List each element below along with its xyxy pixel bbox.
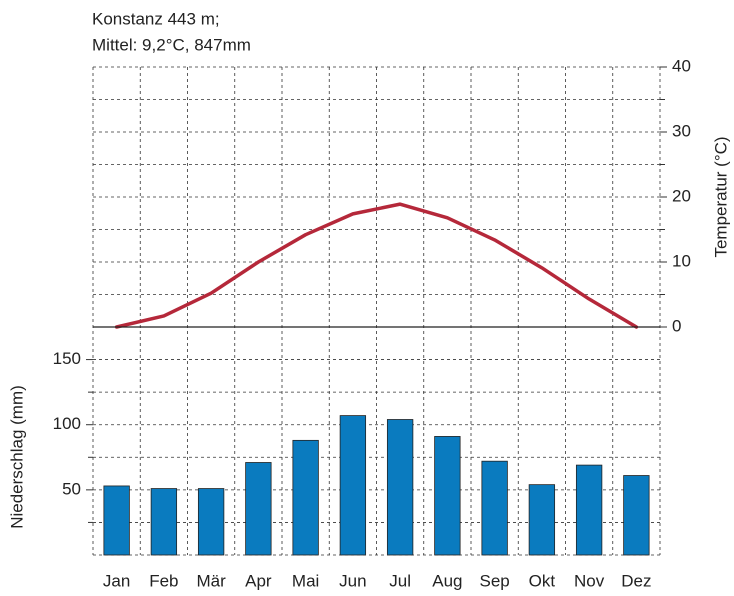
- x-tick-label: Mai: [292, 571, 319, 590]
- x-tick-label: Jan: [103, 571, 130, 590]
- bar: [623, 475, 650, 556]
- bar: [197, 488, 225, 556]
- bar: [245, 462, 272, 556]
- x-tick-label: Okt: [529, 571, 556, 590]
- bar: [481, 460, 508, 556]
- x-tick-label: Feb: [149, 571, 178, 590]
- x-tick-label: Nov: [574, 571, 605, 590]
- bar: [575, 464, 603, 556]
- y-tick-label: 50: [62, 479, 81, 498]
- y2-axis-label: Temperatur (°C): [711, 136, 730, 257]
- x-tick-label: Sep: [480, 571, 510, 590]
- x-tick-label: Apr: [245, 571, 272, 590]
- y2-tick-label: 10: [672, 251, 691, 270]
- chart-subtitle: Mittel: 9,2°C, 847mm: [92, 35, 251, 54]
- x-tick-label: Jul: [389, 571, 411, 590]
- bar: [386, 419, 414, 556]
- bar: [292, 439, 319, 556]
- temperature-line: [114, 202, 639, 329]
- bar: [528, 484, 556, 556]
- x-tick-label: Mär: [196, 571, 226, 590]
- y2-tick-label: 30: [672, 121, 691, 140]
- y2-tick-label: 0: [672, 316, 681, 335]
- chart-title: Konstanz 443 m;: [92, 9, 220, 28]
- y-tick-label: 100: [53, 414, 81, 433]
- bar: [150, 488, 178, 556]
- y2-tick-label: 40: [672, 56, 691, 75]
- y-tick-label: 150: [53, 349, 81, 368]
- bar: [103, 485, 130, 556]
- y-axis-label: Niederschlag (mm): [7, 385, 26, 529]
- y2-tick-label: 20: [672, 186, 691, 205]
- x-tick-label: Jun: [339, 571, 366, 590]
- x-tick-label: Dez: [621, 571, 651, 590]
- bar: [434, 436, 461, 556]
- bar: [339, 415, 367, 556]
- x-tick-label: Aug: [432, 571, 462, 590]
